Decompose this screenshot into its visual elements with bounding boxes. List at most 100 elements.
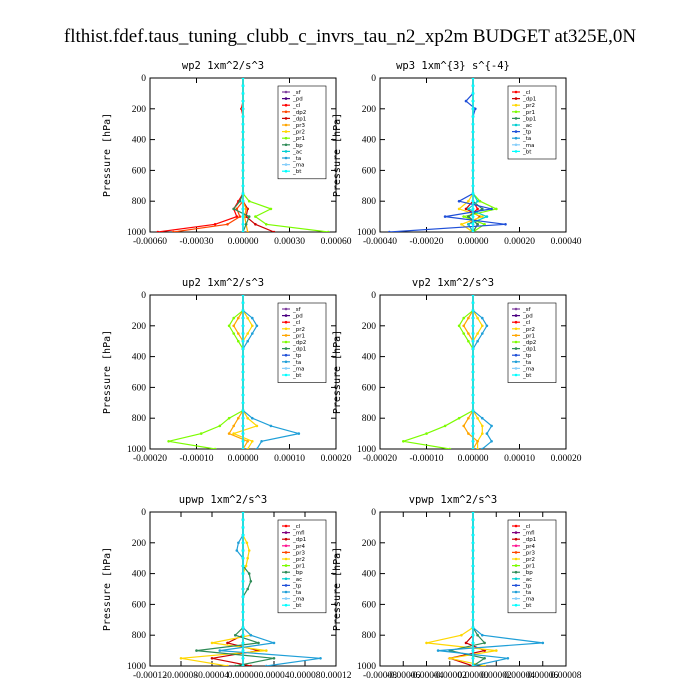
- data-point: [241, 440, 245, 443]
- data-point: [237, 541, 240, 545]
- data-point: [490, 207, 493, 211]
- legend-label: _ma: [522, 143, 534, 149]
- data-point: [241, 84, 245, 87]
- legend-marker: [514, 353, 518, 357]
- legend-label: _ac: [292, 577, 302, 583]
- data-point: [483, 641, 486, 645]
- x-tick-label: -0.00040: [363, 237, 397, 247]
- data-point: [471, 424, 475, 428]
- data-point: [481, 316, 484, 320]
- legend-marker: [514, 117, 518, 120]
- panel-title: vpwp 1xm^2/s^3: [409, 494, 498, 506]
- legend-marker: [514, 90, 518, 94]
- data-point: [471, 339, 475, 343]
- data-point: [232, 316, 235, 320]
- data-point: [237, 316, 240, 320]
- data-point: [156, 230, 160, 232]
- legend-marker: [514, 334, 518, 337]
- data-point: [504, 223, 507, 226]
- data-point: [462, 332, 466, 335]
- series-group: [402, 295, 493, 449]
- data-point: [457, 207, 461, 211]
- data-point: [471, 603, 475, 606]
- data-point: [238, 199, 242, 203]
- legend-marker: [284, 130, 288, 133]
- data-point: [476, 223, 479, 226]
- legend-label: _dp1: [522, 97, 536, 103]
- legend-label: _pd: [292, 314, 303, 320]
- legend-marker: [514, 590, 518, 594]
- data-point: [476, 416, 479, 420]
- data-point: [474, 107, 477, 111]
- data-point: [241, 657, 245, 660]
- data-point: [241, 610, 245, 614]
- x-tick-label: 0.00000: [228, 237, 259, 247]
- legend-marker: [514, 143, 518, 147]
- data-point: [471, 192, 475, 195]
- data-point: [246, 332, 249, 335]
- data-point: [467, 223, 470, 226]
- data-point: [462, 316, 466, 320]
- legend-marker: [284, 584, 288, 587]
- legend-label: _cl: [522, 320, 531, 326]
- panel-5: vpwp 1xm^2/s^3 Pressure [hPa] 0 200 400 600 80…: [332, 494, 582, 681]
- data-point: [471, 92, 475, 95]
- legend-marker: [514, 577, 518, 581]
- legend-marker: [514, 123, 518, 127]
- legend-marker: [284, 524, 288, 528]
- y-axis-label: Pressure [hPa]: [332, 330, 343, 414]
- legend-label: _bp: [522, 570, 533, 576]
- data-point: [436, 649, 440, 652]
- legend-label: _sf: [292, 90, 302, 96]
- x-tick-label: -0.00010: [409, 454, 443, 464]
- data-point: [471, 363, 475, 366]
- data-point: [241, 363, 245, 366]
- data-point: [241, 115, 245, 118]
- legend-marker: [514, 367, 518, 370]
- legend-marker: [514, 597, 518, 600]
- data-point: [254, 215, 257, 218]
- data-point: [232, 332, 235, 335]
- legend-label: _sf: [522, 307, 532, 313]
- legend-label: _ma: [522, 366, 534, 372]
- data-point: [241, 556, 245, 560]
- y-tick-label: 400: [362, 570, 377, 580]
- data-point: [241, 572, 245, 575]
- data-point: [443, 215, 447, 218]
- data-point: [471, 107, 475, 111]
- data-point: [265, 223, 268, 226]
- data-point: [210, 641, 214, 645]
- data-point: [460, 633, 463, 637]
- data-point: [241, 309, 245, 312]
- y-tick-label: 800: [362, 414, 377, 424]
- data-point: [241, 518, 245, 521]
- legend-marker: [284, 340, 288, 344]
- y-tick-label: 0: [141, 291, 146, 301]
- data-point: [167, 440, 170, 443]
- data-point: [241, 332, 245, 335]
- legend-marker: [514, 584, 518, 587]
- data-point: [471, 416, 475, 420]
- series-group: [156, 78, 330, 232]
- data-point: [471, 207, 475, 211]
- data-point: [238, 215, 242, 218]
- data-point: [464, 641, 468, 645]
- x-tick-label: 0.00008: [290, 671, 321, 681]
- data-point: [471, 176, 475, 180]
- data-point: [471, 572, 475, 575]
- legend-label: _ta: [522, 360, 531, 366]
- data-point: [244, 223, 248, 226]
- data-point: [471, 169, 475, 172]
- data-point: [246, 587, 249, 591]
- data-point: [232, 424, 235, 428]
- y-tick-label: 400: [132, 570, 147, 580]
- data-point: [227, 432, 231, 435]
- data-point: [471, 526, 475, 529]
- data-point: [471, 641, 475, 645]
- panel-2: up2 1xm^2/s^3 Pressure [hPa] 0 200 400 600 800…: [102, 277, 352, 464]
- legend-marker: [284, 360, 288, 364]
- legend-label: _cl: [292, 320, 301, 326]
- y-tick-label: 200: [362, 322, 377, 332]
- data-point: [241, 99, 245, 103]
- data-point: [457, 324, 461, 328]
